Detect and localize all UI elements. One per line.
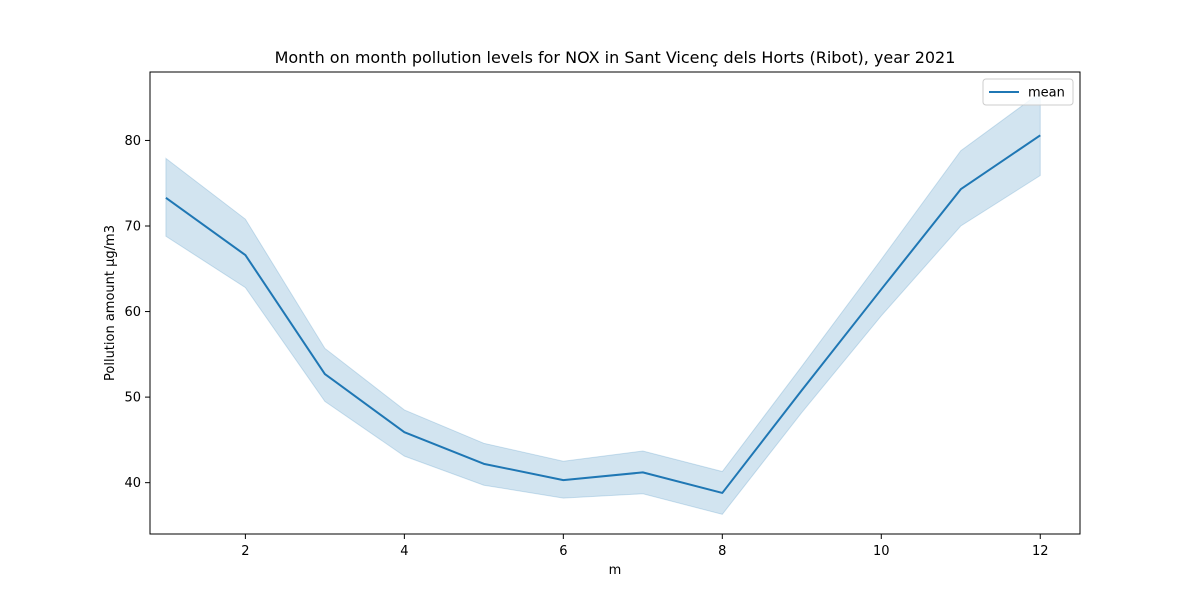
x-tick-label: 6 — [559, 544, 567, 559]
legend-entry-mean: mean — [1028, 86, 1065, 101]
x-tick-label: 12 — [1032, 544, 1049, 559]
x-tick-label: 10 — [873, 544, 890, 559]
x-tick-label: 8 — [718, 544, 726, 559]
legend-box — [982, 78, 1074, 106]
series-line-0 — [165, 134, 1041, 494]
x-axis-ticks: 2 4 6 8 10 12 — [241, 534, 1049, 559]
y-axis-label: Pollution amount μg/m3 — [103, 225, 118, 381]
y-tick-label: 40 — [124, 476, 141, 491]
confidence-band-0 — [165, 91, 1041, 515]
x-axis-label: m — [609, 563, 622, 578]
series-line-layer — [165, 134, 1041, 494]
y-tick-label: 80 — [124, 134, 141, 149]
y-tick-label: 50 — [124, 391, 141, 406]
x-tick-label: 4 — [400, 544, 408, 559]
chart-title: Month on month pollution levels for NOX … — [275, 48, 956, 67]
y-axis-ticks: 40 50 60 70 80 — [124, 134, 150, 491]
y-tick-label: 60 — [124, 305, 141, 320]
confidence-band-layer — [165, 91, 1041, 515]
y-tick-label: 70 — [124, 220, 141, 235]
x-tick-label: 2 — [241, 544, 249, 559]
legend: mean — [982, 78, 1074, 106]
plot-frame — [149, 71, 1081, 535]
